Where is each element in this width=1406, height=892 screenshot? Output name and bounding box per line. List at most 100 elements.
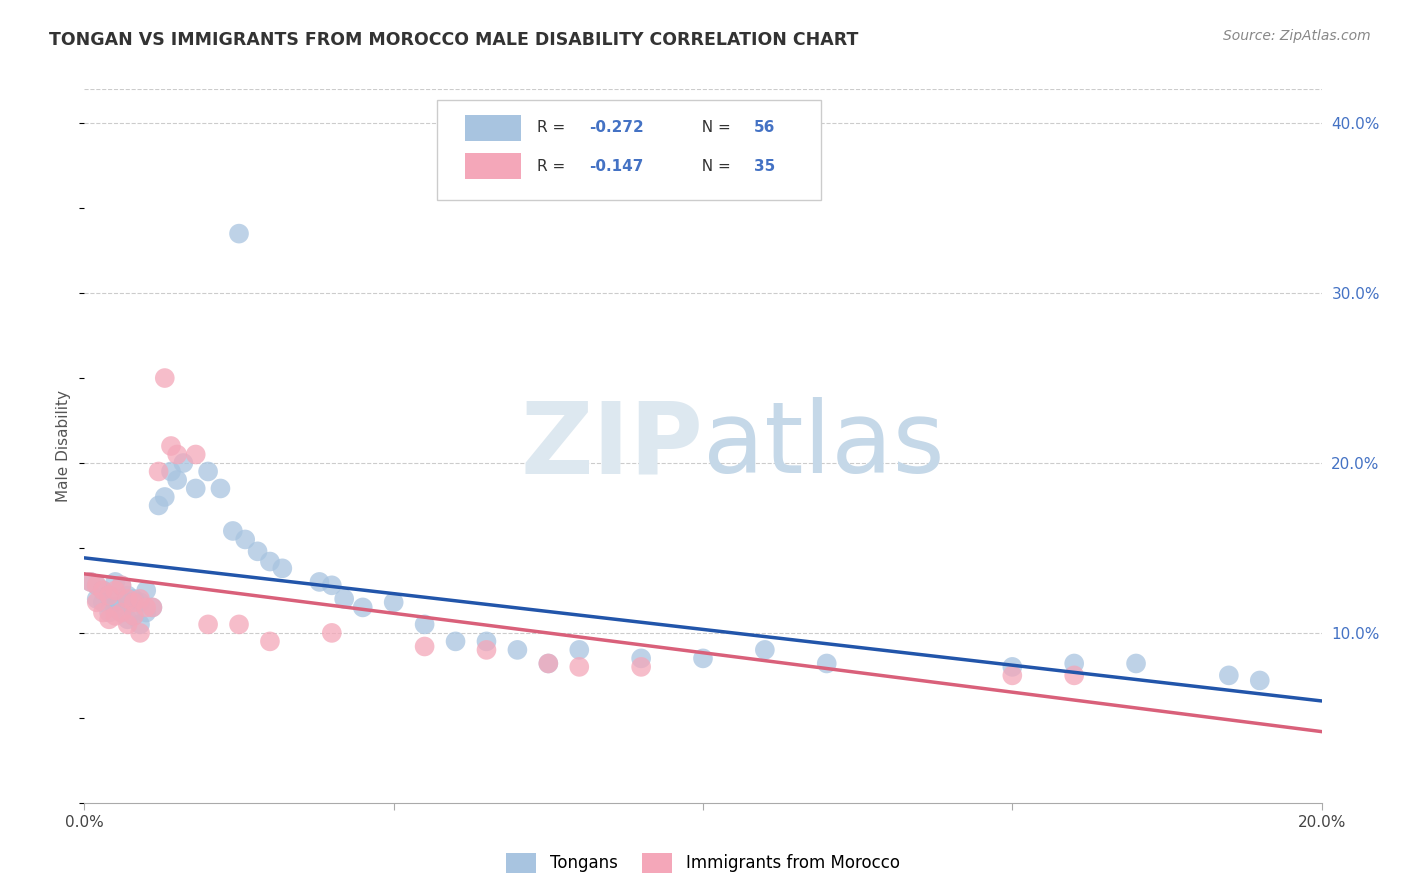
Point bbox=[148, 499, 170, 513]
Point bbox=[110, 578, 132, 592]
Point bbox=[754, 643, 776, 657]
Point bbox=[148, 465, 170, 479]
Legend: Tongans, Immigrants from Morocco: Tongans, Immigrants from Morocco bbox=[499, 847, 907, 880]
Point bbox=[475, 634, 498, 648]
Point bbox=[160, 439, 183, 453]
Point bbox=[184, 482, 207, 496]
FancyBboxPatch shape bbox=[437, 100, 821, 200]
Point bbox=[117, 617, 139, 632]
Point bbox=[246, 544, 269, 558]
Point bbox=[308, 574, 330, 589]
Point bbox=[110, 606, 132, 620]
Text: 35: 35 bbox=[754, 159, 775, 174]
Point bbox=[1001, 668, 1024, 682]
Point bbox=[166, 448, 188, 462]
Point bbox=[413, 640, 436, 654]
Point bbox=[110, 578, 132, 592]
FancyBboxPatch shape bbox=[465, 115, 522, 141]
Text: -0.147: -0.147 bbox=[589, 159, 644, 174]
Point bbox=[135, 600, 157, 615]
Point bbox=[135, 583, 157, 598]
Point bbox=[259, 634, 281, 648]
Point bbox=[117, 591, 139, 606]
Text: Source: ZipAtlas.com: Source: ZipAtlas.com bbox=[1223, 29, 1371, 43]
Point bbox=[129, 595, 152, 609]
Point bbox=[321, 578, 343, 592]
Point bbox=[86, 578, 108, 592]
Point bbox=[1125, 657, 1147, 671]
Point bbox=[568, 660, 591, 674]
Point bbox=[129, 626, 152, 640]
Point bbox=[79, 574, 101, 589]
Point bbox=[333, 591, 356, 606]
Text: atlas: atlas bbox=[703, 398, 945, 494]
Point bbox=[104, 608, 127, 623]
Text: ZIP: ZIP bbox=[520, 398, 703, 494]
Text: 56: 56 bbox=[754, 120, 775, 136]
Text: R =: R = bbox=[537, 159, 571, 174]
Point bbox=[172, 456, 194, 470]
Point bbox=[233, 533, 256, 547]
Point bbox=[79, 574, 101, 589]
Point bbox=[271, 561, 294, 575]
Point bbox=[352, 600, 374, 615]
Point bbox=[537, 657, 560, 671]
Point bbox=[1249, 673, 1271, 688]
Point bbox=[630, 651, 652, 665]
Point bbox=[135, 606, 157, 620]
Point bbox=[382, 595, 405, 609]
Text: -0.272: -0.272 bbox=[589, 120, 644, 136]
Point bbox=[444, 634, 467, 648]
Point bbox=[98, 612, 121, 626]
Point bbox=[104, 574, 127, 589]
Point bbox=[141, 600, 163, 615]
Point bbox=[568, 643, 591, 657]
Point bbox=[153, 371, 176, 385]
Text: N =: N = bbox=[692, 120, 735, 136]
Point bbox=[122, 608, 145, 623]
Point bbox=[91, 583, 114, 598]
Text: TONGAN VS IMMIGRANTS FROM MOROCCO MALE DISABILITY CORRELATION CHART: TONGAN VS IMMIGRANTS FROM MOROCCO MALE D… bbox=[49, 31, 859, 49]
Point bbox=[815, 657, 838, 671]
Point bbox=[91, 583, 114, 598]
Point bbox=[321, 626, 343, 640]
Point bbox=[104, 600, 127, 615]
Text: N =: N = bbox=[692, 159, 735, 174]
Point bbox=[475, 643, 498, 657]
Point bbox=[122, 608, 145, 623]
FancyBboxPatch shape bbox=[465, 153, 522, 179]
Point bbox=[197, 465, 219, 479]
Point bbox=[259, 555, 281, 569]
Point bbox=[91, 595, 114, 609]
Point bbox=[129, 591, 152, 606]
Point bbox=[413, 617, 436, 632]
Point bbox=[228, 617, 250, 632]
Point bbox=[98, 589, 121, 603]
Point bbox=[197, 617, 219, 632]
Point bbox=[91, 606, 114, 620]
Point bbox=[86, 591, 108, 606]
Point bbox=[630, 660, 652, 674]
Point bbox=[160, 465, 183, 479]
Point bbox=[141, 600, 163, 615]
Point bbox=[98, 589, 121, 603]
Point bbox=[117, 589, 139, 603]
Point bbox=[104, 583, 127, 598]
Point bbox=[1063, 668, 1085, 682]
Point bbox=[122, 591, 145, 606]
Point bbox=[222, 524, 245, 538]
Point bbox=[166, 473, 188, 487]
Point bbox=[184, 448, 207, 462]
Point bbox=[117, 612, 139, 626]
Point bbox=[1001, 660, 1024, 674]
Y-axis label: Male Disability: Male Disability bbox=[56, 390, 72, 502]
Text: R =: R = bbox=[537, 120, 571, 136]
Point bbox=[86, 578, 108, 592]
Point bbox=[1063, 657, 1085, 671]
Point bbox=[86, 595, 108, 609]
Point bbox=[117, 595, 139, 609]
Point bbox=[122, 595, 145, 609]
Point bbox=[692, 651, 714, 665]
Point bbox=[506, 643, 529, 657]
Point bbox=[228, 227, 250, 241]
